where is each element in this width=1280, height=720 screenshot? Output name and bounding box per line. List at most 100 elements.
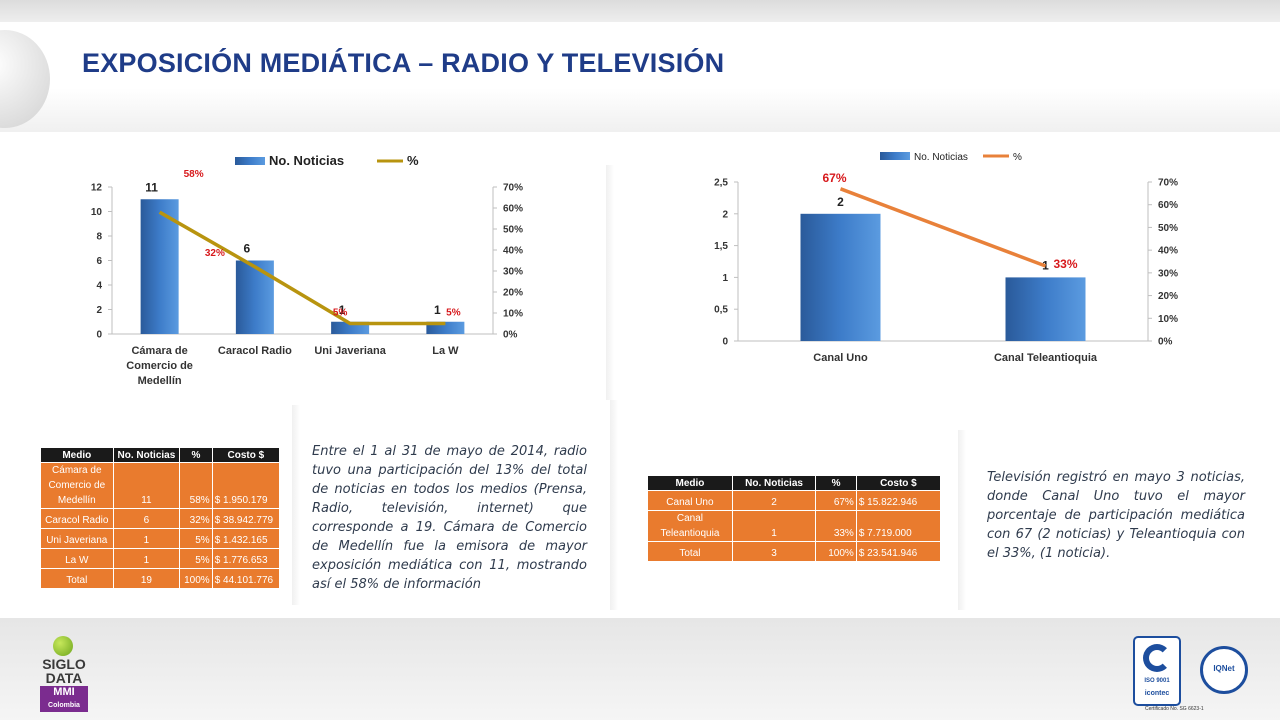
- legend-label: %: [407, 153, 419, 168]
- y-tick-label: 12: [91, 183, 103, 194]
- radio-chart: 0 2 4 6 8 10 12 0% 10% 20% 30% 40% 50% 60% 70% 11 6 1 1 58%…: [60, 145, 570, 400]
- cell-noticias: 6: [112, 508, 181, 529]
- y2-tick-label: 30%: [1158, 268, 1178, 279]
- bar-value-label: 1: [339, 303, 346, 317]
- cell-noticias: 2: [731, 490, 817, 511]
- y-tick-label: 8: [96, 232, 102, 243]
- y-tick-label: 0,5: [714, 305, 728, 316]
- certificate-number: Certificado No. SG 6623-1: [1145, 706, 1204, 712]
- y2-tick-label: 60%: [503, 204, 523, 215]
- cell-costo: $ 44.101.776: [211, 568, 281, 589]
- bar: [800, 213, 881, 341]
- column-header: No. Noticias: [112, 447, 181, 463]
- x-tick-label: La W: [432, 345, 459, 357]
- y-tick-label: 0: [96, 330, 102, 341]
- x-tick-label: Canal Teleantioquia: [994, 352, 1098, 364]
- cell-medio: Canal Uno: [647, 490, 733, 511]
- icontec-seal: ISO 9001 icontec: [1133, 636, 1181, 706]
- y-tick-label: 10: [91, 207, 103, 218]
- table-header-row: Medio No. Noticias% Costo $: [647, 475, 942, 491]
- y-tick-label: 2,5: [714, 178, 728, 189]
- cell-medio: Canal Teleantioquia: [647, 510, 733, 542]
- table-row: Canal Uno 2 67% $ 15.822.946: [647, 490, 942, 511]
- y2-tick-label: 20%: [1158, 291, 1178, 302]
- cell-medio: La W: [40, 548, 114, 569]
- panel-shadow: [958, 430, 966, 610]
- x-tick-label: Canal Uno: [813, 352, 868, 364]
- icontec-c-icon: [1143, 644, 1171, 672]
- table-row: Total 3 100% $ 23.541.946: [647, 541, 942, 562]
- y2-tick-label: 50%: [1158, 223, 1178, 234]
- percent-label: 67%: [822, 171, 846, 185]
- page-title: EXPOSICIÓN MEDIÁTICA – RADIO Y TELEVISIÓ…: [82, 48, 725, 78]
- cell-percent: 32%: [179, 508, 213, 529]
- y-tick-label: 2: [722, 209, 728, 220]
- y-tick-label: 0: [722, 337, 728, 348]
- y2-tick-label: 40%: [1158, 246, 1178, 257]
- cell-noticias: 11: [112, 462, 181, 509]
- cell-noticias: 1: [731, 510, 817, 542]
- cell-noticias: 3: [731, 541, 817, 562]
- table-row: Canal Teleantioquia 1 33% $ 7.719.000: [647, 510, 942, 542]
- logo-text-siglo: SIGLO: [42, 656, 86, 672]
- cell-costo: $ 1.776.653: [211, 548, 281, 569]
- cell-costo: $ 1.432.165: [211, 528, 281, 549]
- y2-tick-label: 60%: [1158, 200, 1178, 211]
- title-area: [0, 22, 1280, 132]
- y2-tick-label: 50%: [503, 225, 523, 236]
- cell-costo: $ 38.942.779: [211, 508, 281, 529]
- legend-label: No. Noticias: [914, 152, 968, 163]
- cell-costo: $ 23.541.946: [855, 541, 942, 562]
- legend-label: No. Noticias: [269, 153, 344, 168]
- bar-value-label: 6: [244, 242, 251, 256]
- cell-medio: Caracol Radio: [40, 508, 114, 529]
- y-tick-label: 1,5: [714, 241, 728, 252]
- legend-bar-swatch: [880, 152, 910, 160]
- logo-text-mmi: MMI: [40, 686, 88, 700]
- legend-label: %: [1013, 152, 1022, 163]
- panel-shadow: [606, 165, 614, 400]
- iqnet-seal: IQNet: [1200, 646, 1248, 694]
- cell-percent: 5%: [179, 548, 213, 569]
- tv-chart: 0 0,5 1 1,5 2 2,5 0% 10% 20% 30% 40% 50% 60% 70% 2 1 67%…: [700, 140, 1210, 370]
- iqnet-label: IQNet: [1213, 664, 1235, 673]
- table-row: Total 19 100% $ 44.101.776: [40, 568, 281, 589]
- percent-label: 58%: [184, 169, 204, 180]
- x-tick-label: Comercio de: [126, 360, 193, 372]
- percent-line: [839, 187, 1047, 268]
- column-header: Medio: [647, 475, 733, 491]
- bar-value-label: 1: [434, 303, 441, 317]
- y2-tick-label: 10%: [1158, 314, 1178, 325]
- cell-percent: 67%: [815, 490, 857, 511]
- y2-tick-label: 70%: [503, 183, 523, 194]
- y-tick-label: 1: [722, 273, 728, 284]
- sigla-logo: SIGLO DATA MMI Colombia: [36, 636, 92, 720]
- tv-table: Medio No. Noticias% Costo $ Canal Uno 2 67% $…: [647, 475, 942, 562]
- legend-bar-swatch: [235, 157, 265, 165]
- cell-medio: Cámara de Comercio de Medellín: [40, 462, 114, 509]
- cell-noticias: 1: [112, 528, 181, 549]
- bar: [1005, 277, 1086, 341]
- y-tick-label: 6: [96, 256, 102, 267]
- y2-tick-label: 40%: [503, 246, 523, 257]
- percent-label: 33%: [1053, 257, 1077, 271]
- cell-percent: 33%: [815, 510, 857, 542]
- cell-percent: 5%: [179, 528, 213, 549]
- cell-percent: 58%: [179, 462, 213, 509]
- percent-label: 5%: [333, 308, 348, 319]
- panel-shadow: [610, 400, 618, 610]
- bar: [235, 260, 274, 334]
- cell-percent: 100%: [179, 568, 213, 589]
- x-tick-label: Cámara de: [131, 345, 187, 357]
- bar: [140, 199, 179, 334]
- footer: SIGLO DATA MMI Colombia ISO 9001 icontec…: [0, 618, 1280, 720]
- cell-medio: Total: [40, 568, 114, 589]
- cell-costo: $ 1.950.179: [211, 462, 281, 509]
- y2-tick-label: 10%: [503, 309, 523, 320]
- cell-noticias: 19: [112, 568, 181, 589]
- y2-tick-label: 20%: [503, 288, 523, 299]
- logo-text-data: DATA: [45, 670, 83, 686]
- chart-canvas: 00,511,522,50%10%20%30%40%50%60%70%2167%…: [714, 152, 1178, 364]
- table-row: Cámara de Comercio de Medellín 11 58% $ 1.9…: [40, 462, 281, 509]
